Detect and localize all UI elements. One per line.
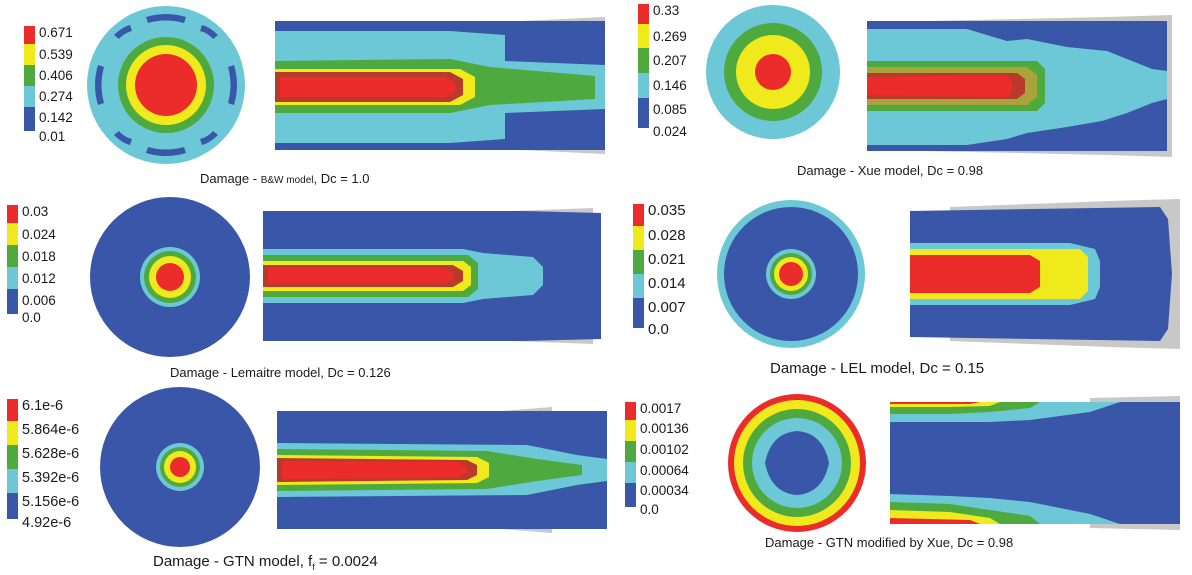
legend-tick-5: 0.0 — [648, 321, 669, 338]
legend-swatch-red — [633, 204, 644, 226]
legend-swatch-cyan — [625, 462, 636, 483]
legend-swatch-blue — [625, 483, 636, 507]
legend-swatch-red — [24, 26, 35, 44]
legend-swatch-yellow — [633, 226, 644, 250]
legend-tick-2: 0.018 — [22, 249, 56, 264]
legend-swatch-green — [24, 65, 35, 86]
legend-tick-2: 0.00102 — [640, 442, 689, 457]
legend-swatch-blue — [7, 289, 18, 314]
legend-tick-5: 0.0 — [640, 502, 659, 517]
legend-tick-0: 0.671 — [39, 25, 73, 40]
legend-swatch-yellow — [7, 421, 18, 445]
legend-swatch-cyan — [7, 469, 18, 493]
legend-swatch-red — [7, 205, 18, 223]
longitudinal-section-bw — [275, 17, 605, 154]
caption-prefix: Damage - — [200, 171, 261, 186]
caption-xue: Damage - Xue model, Dc = 0.98 — [797, 163, 983, 178]
legend-swatch-red — [625, 402, 636, 420]
legend-swatch-green — [625, 441, 636, 462]
legend-tick-2: 5.628e-6 — [22, 446, 80, 462]
longitudinal-section-gtn — [277, 407, 607, 533]
longitudinal-section-lemaitre — [263, 208, 601, 344]
legend-tick-3: 5.392e-6 — [22, 470, 80, 486]
cross-section-gtn-xue — [728, 394, 866, 532]
caption-text: Damage - Lemaitre model, Dc = 0.126 — [170, 365, 391, 380]
caption-bw: Damage - B&W model, Dc = 1.0 — [200, 171, 370, 186]
caption-model-name: B&W model — [260, 175, 314, 186]
legend-swatch-green — [7, 445, 18, 469]
legend-swatch-yellow — [24, 44, 35, 65]
legend-swatch-cyan — [24, 86, 35, 107]
cross-section-gtn — [100, 387, 260, 547]
longitudinal-section-gtn-xue — [890, 396, 1180, 530]
legend-swatch-cyan — [638, 73, 649, 98]
legend-swatch-blue — [24, 107, 35, 131]
legend-tick-1: 0.028 — [648, 227, 686, 244]
legend-tick-1: 0.00136 — [640, 421, 689, 436]
legend-tick-4: 0.006 — [22, 293, 56, 308]
legend-tick-1: 0.539 — [39, 47, 73, 62]
legend-swatch-blue — [638, 98, 649, 128]
caption-suffix: , Dc = 1.0 — [313, 171, 370, 186]
legend-swatch-red — [638, 4, 649, 24]
longitudinal-section-lel — [910, 199, 1180, 349]
longitudinal-section-xue — [867, 15, 1172, 157]
legend-swatch-green — [638, 48, 649, 73]
legend-tick-0: 0.03 — [22, 204, 49, 219]
legend-swatch-yellow — [625, 420, 636, 441]
caption-text: Damage - GTN modified by Xue, Dc = 0.98 — [765, 535, 1014, 550]
legend-tick-4: 0.00034 — [640, 483, 689, 498]
legend-tick-5: 0.0 — [22, 310, 41, 325]
caption-prefix: Damage - GTN model, f — [153, 553, 313, 570]
caption-gtn-xue: Damage - GTN modified by Xue, Dc = 0.98 — [765, 535, 1013, 550]
legend-tick-5: 4.92e-6 — [22, 515, 72, 531]
caption-subscript: f — [312, 562, 315, 572]
legend-tick-2: 0.406 — [39, 68, 73, 83]
legend-swatch-green — [633, 250, 644, 274]
legend-swatch-blue — [633, 298, 644, 328]
legend-tick-4: 0.142 — [39, 110, 73, 125]
cross-section-xue — [706, 5, 840, 139]
legend-tick-0: 6.1e-6 — [22, 398, 64, 414]
legend-tick-5: 0.024 — [653, 124, 687, 139]
legend-tick-4: 0.007 — [648, 299, 686, 316]
legend-swatch-yellow — [638, 24, 649, 48]
legend-swatch-blue — [7, 493, 18, 519]
legend-tick-1: 0.269 — [653, 29, 687, 44]
legend-tick-3: 0.014 — [648, 275, 686, 292]
legend-swatch-cyan — [7, 267, 18, 289]
caption-text: Damage - LEL model, Dc = 0.15 — [770, 360, 985, 377]
legend-tick-1: 0.024 — [22, 227, 56, 242]
legend-tick-3: 0.012 — [22, 271, 56, 286]
cross-section-lemaitre — [90, 197, 250, 357]
legend-tick-2: 0.207 — [653, 53, 687, 68]
legend-swatch-yellow — [7, 223, 18, 245]
legend-swatch-green — [7, 245, 18, 267]
caption-text: Damage - Xue model, Dc = 0.98 — [797, 163, 984, 178]
caption-suffix: = 0.0024 — [314, 553, 378, 570]
legend-tick-0: 0.33 — [653, 3, 680, 18]
legend-tick-4: 0.085 — [653, 102, 687, 117]
cross-section-bw — [87, 6, 245, 164]
legend-tick-3: 0.00064 — [640, 463, 689, 478]
legend-swatch-cyan — [633, 274, 644, 298]
legend-tick-2: 0.021 — [648, 251, 686, 268]
cross-section-lel — [717, 200, 865, 348]
legend-tick-0: 0.0017 — [640, 401, 682, 416]
caption-gtn: Damage - GTN model, ff = 0.0024 — [153, 553, 378, 572]
legend-swatch-red — [7, 399, 18, 421]
legend-tick-4: 5.156e-6 — [22, 494, 80, 510]
legend-tick-1: 5.864e-6 — [22, 422, 80, 438]
caption-lemaitre: Damage - Lemaitre model, Dc = 0.126 — [170, 365, 391, 380]
legend-tick-3: 0.146 — [653, 78, 687, 93]
caption-lel: Damage - LEL model, Dc = 0.15 — [770, 360, 984, 377]
legend-tick-3: 0.274 — [39, 89, 73, 104]
legend-tick-5: 0.01 — [39, 129, 66, 144]
legend-tick-0: 0.035 — [648, 202, 686, 219]
